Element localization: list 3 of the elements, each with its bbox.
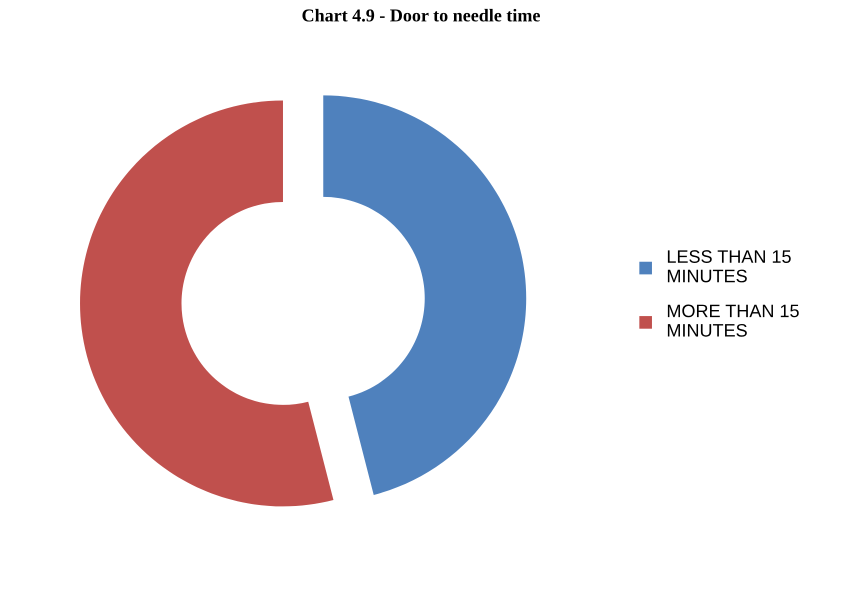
legend-label: LESS THAN 15 MINUTES bbox=[668, 250, 791, 282]
legend-label: MORE THAN 15 MINUTES bbox=[668, 304, 799, 337]
chart-title: Chart 4.9 - Door to needle time bbox=[302, 8, 540, 22]
